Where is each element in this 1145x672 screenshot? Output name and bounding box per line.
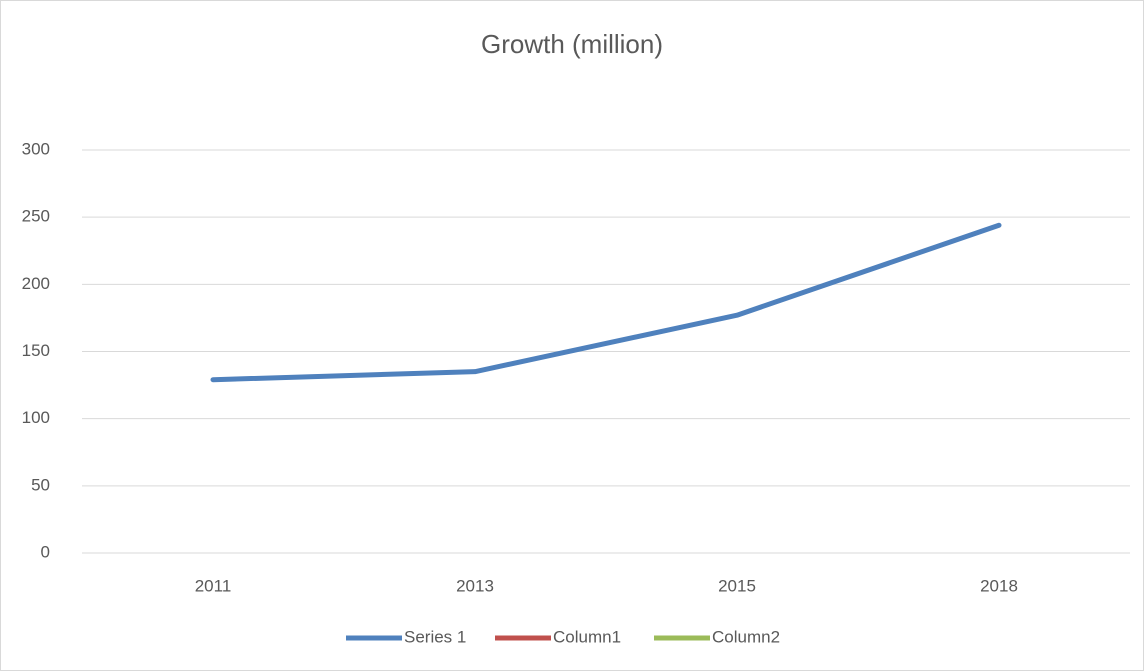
- y-tick-label: 300: [22, 139, 50, 158]
- y-tick-label: 200: [22, 274, 50, 293]
- y-tick-label: 100: [22, 408, 50, 427]
- legend-label: Column1: [553, 627, 621, 646]
- legend-label: Column2: [712, 627, 780, 646]
- x-tick-label: 2015: [718, 576, 756, 595]
- y-tick-label: 50: [31, 475, 50, 494]
- x-tick-label: 2013: [456, 576, 494, 595]
- chart-title: Growth (million): [480, 29, 664, 59]
- y-tick-label: 0: [41, 542, 50, 561]
- legend-label: Series 1: [404, 627, 466, 646]
- y-tick-label: 150: [22, 341, 50, 360]
- x-tick-label: 2011: [195, 576, 232, 595]
- series-line: [210, 222, 1002, 383]
- x-tick-label: 2018: [980, 576, 1018, 595]
- y-tick-label: 250: [22, 207, 50, 226]
